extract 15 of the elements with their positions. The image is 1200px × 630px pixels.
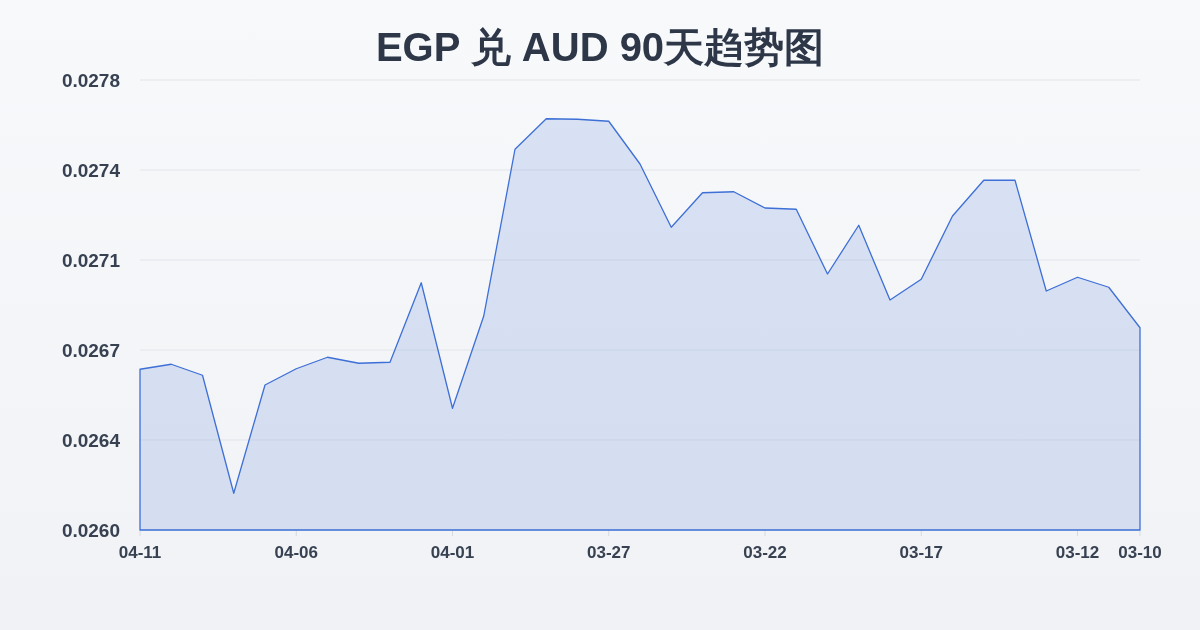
x-tick-label: 03-27 (587, 543, 631, 562)
chart-title: EGP 兑 AUD 90天趋势图 (375, 25, 825, 69)
x-tick-label: 04-06 (274, 543, 318, 562)
x-tick-label: 03-22 (743, 543, 787, 562)
y-tick-label: 0.0274 (61, 160, 121, 181)
x-tick-label: 03-12 (1055, 543, 1100, 562)
x-tick-label: 03-10 (1118, 543, 1162, 562)
y-tick-label: 0.0267 (61, 340, 120, 361)
y-tick-label: 0.0264 (61, 430, 121, 451)
y-tick-label: 0.0278 (61, 70, 120, 91)
y-tick-label: 0.0271 (61, 250, 121, 271)
y-tick-label: 0.0260 (61, 520, 120, 541)
x-tick-label: 04-11 (118, 543, 162, 562)
x-tick-label: 03-17 (899, 543, 943, 562)
x-tick-label: 04-01 (430, 543, 475, 562)
